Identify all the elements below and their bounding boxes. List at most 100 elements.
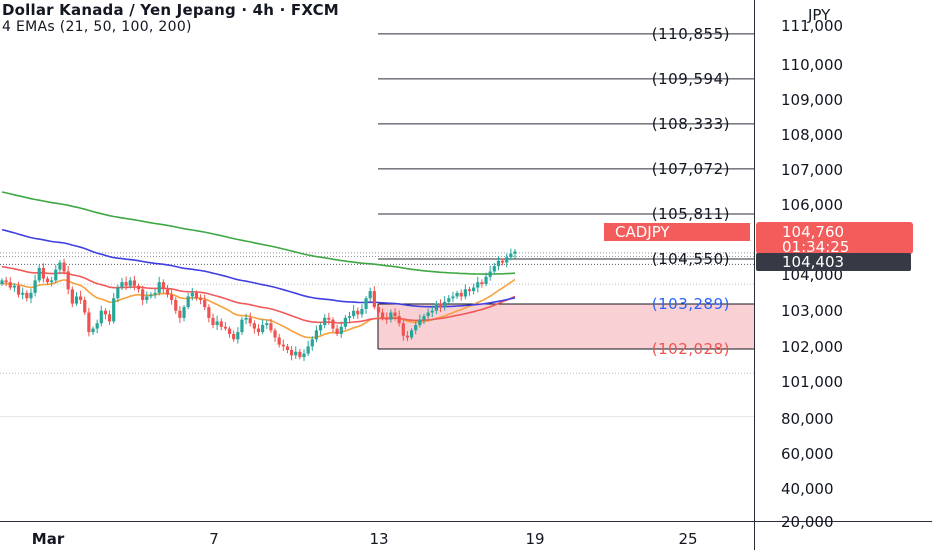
- marker-price-label[interactable]: 104,403: [756, 253, 911, 271]
- candle-body[interactable]: [443, 301, 447, 308]
- candle-body[interactable]: [186, 296, 190, 308]
- candle-body[interactable]: [248, 317, 252, 324]
- candle-body[interactable]: [422, 316, 426, 320]
- candle-body[interactable]: [215, 321, 219, 326]
- candle-body[interactable]: [21, 292, 25, 295]
- candle-body[interactable]: [194, 292, 199, 299]
- candle-body[interactable]: [480, 282, 484, 284]
- candle-body[interactable]: [198, 298, 203, 301]
- candle-body[interactable]: [347, 316, 352, 318]
- candle-body[interactable]: [244, 317, 248, 320]
- candle-body[interactable]: [310, 339, 314, 347]
- chart-title[interactable]: Dollar Kanada / Yen Jepang · 4h · FXCM: [2, 1, 339, 19]
- candle-body[interactable]: [393, 312, 397, 317]
- candle-body[interactable]: [29, 292, 33, 299]
- candle-body[interactable]: [381, 312, 385, 318]
- candle-body[interactable]: [285, 346, 290, 350]
- candle-body[interactable]: [45, 278, 50, 283]
- candle-body[interactable]: [376, 307, 381, 313]
- candle-body[interactable]: [25, 292, 29, 299]
- indicator-legend[interactable]: 4 EMAs (21, 50, 100, 200): [2, 19, 192, 35]
- candle-body[interactable]: [182, 307, 186, 318]
- candle-body[interactable]: [343, 317, 347, 327]
- candle-body[interactable]: [467, 289, 472, 292]
- candle-body[interactable]: [190, 292, 194, 297]
- candle-body[interactable]: [364, 298, 368, 309]
- candle-body[interactable]: [8, 282, 12, 288]
- candle-body[interactable]: [62, 262, 66, 272]
- candle-body[interactable]: [50, 280, 54, 283]
- candle-body[interactable]: [178, 310, 182, 318]
- candle-body[interactable]: [492, 266, 496, 272]
- candle-body[interactable]: [451, 296, 455, 299]
- candle-body[interactable]: [153, 292, 157, 295]
- candle-body[interactable]: [459, 292, 463, 297]
- candle-body[interactable]: [318, 325, 323, 331]
- candle-body[interactable]: [356, 310, 360, 315]
- candle-body[interactable]: [95, 323, 99, 329]
- candle-body[interactable]: [232, 333, 236, 340]
- candle-body[interactable]: [277, 337, 281, 345]
- cadjpy-price-label[interactable]: CADJPY 104,760 01:34:25: [604, 222, 913, 256]
- candle-body[interactable]: [174, 300, 178, 311]
- candle-body[interactable]: [281, 344, 285, 347]
- candle-body[interactable]: [124, 282, 128, 286]
- candle-body[interactable]: [434, 303, 438, 311]
- candle-body[interactable]: [16, 285, 21, 295]
- candle-body[interactable]: [116, 287, 120, 299]
- candle-body[interactable]: [58, 262, 62, 270]
- candle-body[interactable]: [352, 310, 356, 317]
- candle-body[interactable]: [107, 314, 112, 322]
- candle-body[interactable]: [70, 289, 74, 304]
- candle-body[interactable]: [79, 296, 83, 301]
- candle-body[interactable]: [294, 351, 298, 356]
- candle-body[interactable]: [463, 289, 467, 297]
- candle-body[interactable]: [112, 298, 116, 322]
- candle-body[interactable]: [99, 310, 103, 324]
- candle-body[interactable]: [302, 353, 306, 358]
- candle-body[interactable]: [273, 330, 277, 338]
- candle-body[interactable]: [327, 317, 331, 320]
- candle-body[interactable]: [87, 312, 91, 333]
- candle-body[interactable]: [331, 319, 335, 329]
- candle-body[interactable]: [12, 285, 17, 288]
- candle-body[interactable]: [368, 291, 372, 299]
- candle-body[interactable]: [240, 319, 244, 333]
- candle-body[interactable]: [0, 280, 4, 284]
- candle-body[interactable]: [401, 323, 405, 336]
- candle-body[interactable]: [37, 267, 41, 281]
- candle-body[interactable]: [385, 317, 389, 320]
- candle-body[interactable]: [500, 260, 505, 263]
- candle-body[interactable]: [207, 307, 211, 318]
- candle-body[interactable]: [298, 351, 302, 358]
- candle-body[interactable]: [513, 251, 517, 254]
- candle-body[interactable]: [335, 328, 339, 334]
- candle-body[interactable]: [161, 282, 165, 290]
- candle-body[interactable]: [476, 282, 480, 288]
- candle-body[interactable]: [33, 280, 37, 293]
- candle-body[interactable]: [41, 267, 45, 279]
- candle-body[interactable]: [219, 321, 223, 327]
- candle-body[interactable]: [484, 276, 488, 284]
- candle-body[interactable]: [261, 325, 265, 333]
- candle-body[interactable]: [4, 280, 8, 283]
- candle-body[interactable]: [223, 326, 228, 329]
- candle-body[interactable]: [66, 271, 70, 290]
- candle-body[interactable]: [157, 282, 161, 293]
- candle-body[interactable]: [236, 332, 240, 340]
- candle-body[interactable]: [132, 280, 136, 286]
- candle-body[interactable]: [505, 257, 509, 263]
- candle-body[interactable]: [430, 310, 434, 313]
- candle-body[interactable]: [149, 294, 153, 297]
- candle-body[interactable]: [409, 330, 414, 338]
- candle-body[interactable]: [418, 319, 422, 326]
- candle-body[interactable]: [54, 269, 58, 281]
- candle-body[interactable]: [314, 330, 319, 340]
- candle-body[interactable]: [509, 253, 513, 258]
- candle-body[interactable]: [414, 325, 418, 331]
- candle-body[interactable]: [227, 328, 232, 334]
- candle-body[interactable]: [203, 300, 207, 308]
- candle-body[interactable]: [488, 271, 492, 277]
- candle-body[interactable]: [128, 280, 132, 286]
- candle-body[interactable]: [269, 323, 273, 331]
